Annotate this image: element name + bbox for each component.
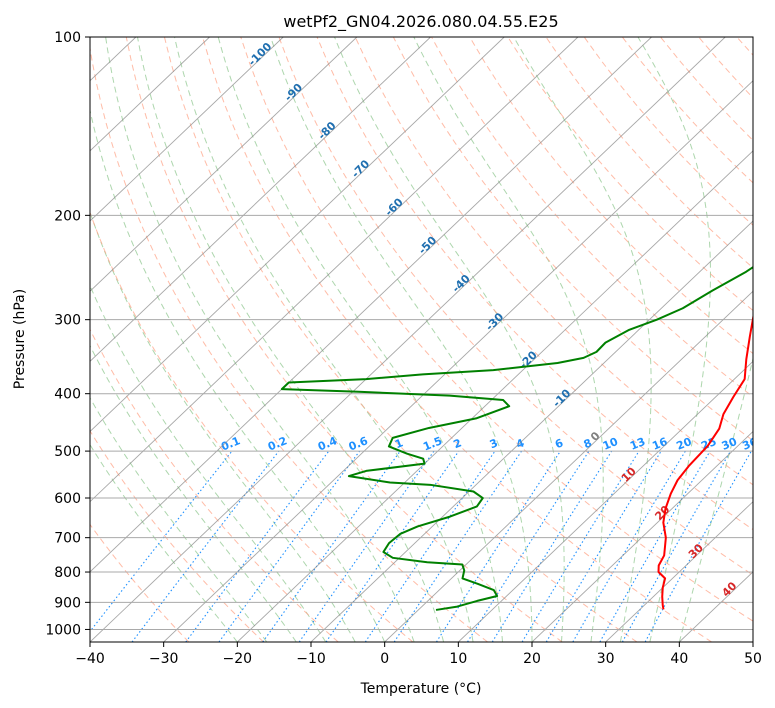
dry-adiabat-line xyxy=(392,37,753,442)
x-tick-label: 50 xyxy=(744,651,762,667)
isotherm-line xyxy=(163,80,753,642)
mixing-ratio-line xyxy=(262,450,401,642)
temperature-profile-line xyxy=(657,312,753,610)
mixing-ratio-label: 13 xyxy=(628,435,647,453)
y-tick-label: 100 xyxy=(54,30,81,46)
moist-adiabat-line xyxy=(90,443,238,642)
y-tick-label: 1000 xyxy=(45,622,81,638)
moist-adiabat-line xyxy=(174,37,474,642)
x-tick-label: 20 xyxy=(523,651,541,667)
x-tick-label: −10 xyxy=(296,651,326,667)
x-tick-label: −40 xyxy=(75,651,105,667)
dry-adiabat-line xyxy=(163,37,638,642)
moist-adiabat-line xyxy=(90,210,356,642)
dry-adiabat-line xyxy=(278,37,753,576)
moist-adiabat-line xyxy=(90,396,268,642)
isotherm-line xyxy=(458,360,753,642)
dry-adiabat-line xyxy=(90,328,339,642)
mixing-ratio-line xyxy=(218,450,361,642)
isobars xyxy=(90,37,753,630)
mixing-ratio-line xyxy=(521,450,640,642)
moist-adiabat-line xyxy=(137,37,445,642)
moist-adiabat-line xyxy=(334,37,565,642)
moist-adiabats xyxy=(90,37,753,642)
mixing-ratio-line xyxy=(185,450,330,642)
y-axis: 100 200 300 400 500 600 700 800 900 1000 xyxy=(45,30,90,638)
isotherm-line xyxy=(531,430,753,642)
moist-adiabat-line xyxy=(637,37,711,642)
moist-adiabat-line xyxy=(678,356,753,642)
isotherms xyxy=(90,37,753,642)
x-axis-label: Temperature (°C) xyxy=(360,681,482,697)
mixing-ratio-line xyxy=(435,450,561,642)
dry-adiabat-line xyxy=(507,37,753,312)
y-tick-label: 300 xyxy=(54,313,81,329)
isotherm-line xyxy=(90,37,358,292)
mixing-ratio-line xyxy=(467,450,590,642)
mixing-ratio-label: 8 xyxy=(582,436,594,451)
moist-adiabat-line xyxy=(217,37,504,642)
moist-adiabat-line xyxy=(270,37,533,642)
isotherm-line xyxy=(90,37,652,573)
isotherm-line xyxy=(90,37,579,503)
x-axis: −40 −30 −20 −10 0 10 20 30 40 50 xyxy=(75,642,762,667)
mixing-ratio-label: 3 xyxy=(488,436,500,451)
x-tick-label: 0 xyxy=(380,651,389,667)
isotherm-line xyxy=(90,37,284,222)
dry-adiabat-line xyxy=(202,37,712,642)
mixing-ratio-line xyxy=(364,450,496,642)
y-axis-label: Pressure (hPa) xyxy=(12,289,28,389)
dry-adiabat-line xyxy=(240,37,753,622)
isotherm-line xyxy=(90,37,726,642)
mixing-ratio-label: 36 xyxy=(740,435,759,453)
isotherm-line xyxy=(90,37,210,152)
mixing-ratio-line xyxy=(621,450,732,642)
chart-title: wetPf2_GN04.2026.080.04.55.E25 xyxy=(283,12,558,32)
moist-adiabat-line xyxy=(90,108,386,642)
isotherm-line xyxy=(90,37,431,362)
isotherm-line xyxy=(237,150,753,642)
moist-adiabat-line xyxy=(513,37,652,642)
isotherm-line xyxy=(310,220,753,642)
mixing-ratio-label: 20 xyxy=(675,435,694,453)
isotherm-line xyxy=(605,501,753,642)
isotherm-line xyxy=(90,37,505,433)
moist-adiabat-line xyxy=(413,37,604,642)
dry-adiabat-line xyxy=(90,45,488,642)
x-tick-label: −30 xyxy=(149,651,179,667)
x-tick-label: 30 xyxy=(597,651,615,667)
dry-adiabat-line xyxy=(354,37,753,486)
mixing-ratio-label: 16 xyxy=(650,435,669,453)
y-tick-label: 800 xyxy=(54,565,81,581)
mixing-ratio-label: 30 xyxy=(720,435,739,453)
isotherm-line xyxy=(384,290,753,642)
moist-adiabat-line xyxy=(90,344,297,642)
dewpoint-profile-line xyxy=(280,265,753,611)
mixing-ratio-label: 1 xyxy=(393,436,405,451)
x-tick-label: −20 xyxy=(223,651,253,667)
mixing-ratio-label: 2 xyxy=(452,436,464,451)
y-tick-label: 600 xyxy=(54,491,81,507)
dry-adiabat-line xyxy=(431,37,753,398)
mixing-ratio-label: 10 xyxy=(601,435,620,453)
plot-frame xyxy=(89,36,754,643)
moist-adiabat-line xyxy=(90,284,327,642)
y-tick-label: 200 xyxy=(54,208,81,224)
mixing-ratio-line xyxy=(298,450,435,642)
x-tick-label: 40 xyxy=(670,651,688,667)
y-tick-label: 400 xyxy=(54,387,81,403)
y-tick-label: 900 xyxy=(54,595,81,611)
dry-adiabat-line xyxy=(125,37,563,642)
y-tick-label: 700 xyxy=(54,531,81,547)
x-tick-label: 10 xyxy=(449,651,467,667)
moist-adiabat-line xyxy=(105,37,415,642)
sounding-series xyxy=(280,265,753,611)
dry-adiabat-line xyxy=(469,37,753,355)
y-tick-label: 500 xyxy=(54,444,81,460)
mixing-ratio-line xyxy=(325,450,460,642)
